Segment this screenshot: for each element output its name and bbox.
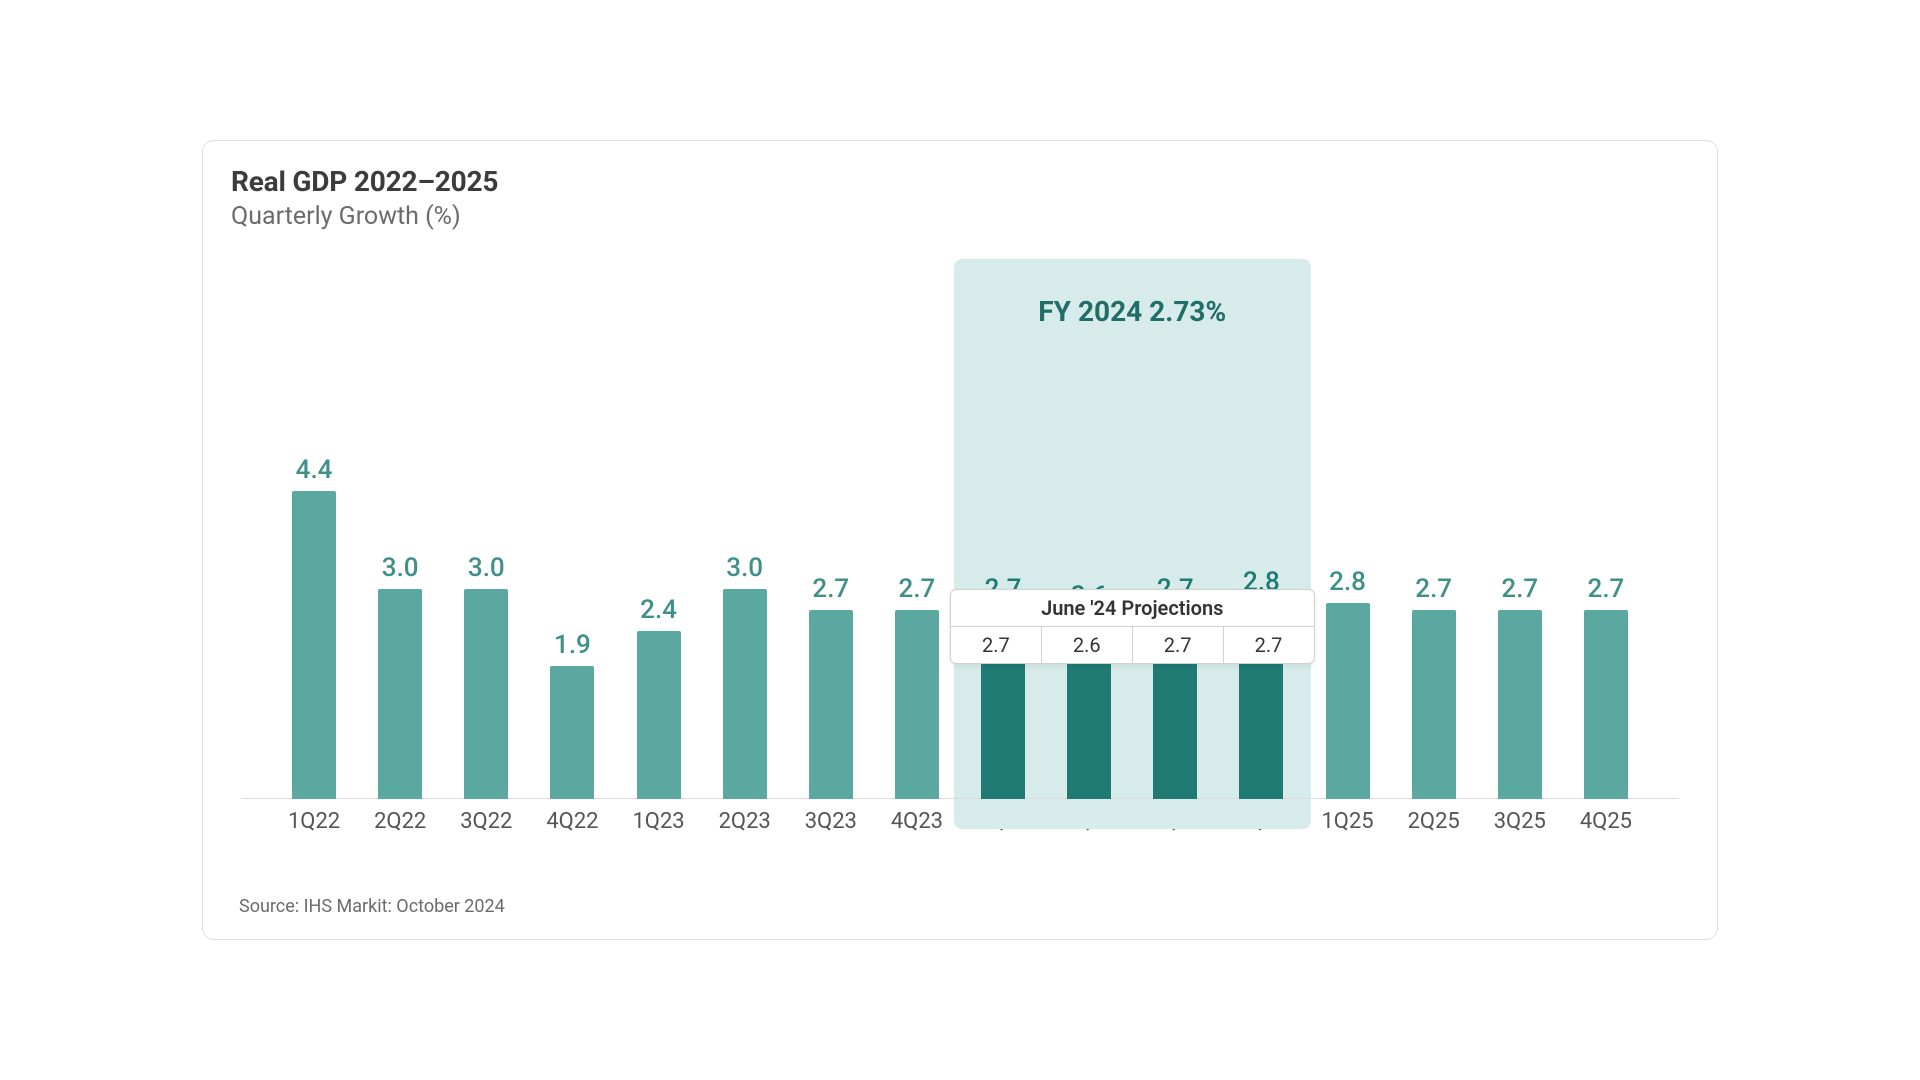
- bar: [895, 610, 939, 799]
- x-axis-label: 4Q23: [874, 809, 960, 834]
- x-axis-label: 3Q22: [443, 809, 529, 834]
- bar: [378, 589, 422, 799]
- projections-overlay: June '24 Projections 2.72.62.72.7: [950, 589, 1315, 664]
- bars-row: 4.43.03.01.92.43.02.72.72.72.62.72.82.82…: [231, 259, 1689, 799]
- bar-slot: 2.7: [1391, 259, 1477, 799]
- bar-value-label: 4.4: [296, 455, 333, 485]
- bar-slot: 3.0: [702, 259, 788, 799]
- bar-slot: 2.8: [1218, 259, 1304, 799]
- bar-slot: 4.4: [271, 259, 357, 799]
- bar-slot: 3.0: [443, 259, 529, 799]
- bar-value-label: 2.7: [1501, 574, 1538, 604]
- bar-slot: 3.0: [357, 259, 443, 799]
- bar: [1584, 610, 1628, 799]
- bar-value-label: 1.9: [554, 630, 591, 660]
- bar-value-label: 2.7: [899, 574, 936, 604]
- projections-title: June '24 Projections: [951, 590, 1314, 627]
- bar: [1498, 610, 1542, 799]
- bar: [809, 610, 853, 799]
- projection-cell: 2.6: [1041, 627, 1132, 663]
- chart-card: Real GDP 2022–2025 Quarterly Growth (%) …: [202, 140, 1718, 940]
- bar-slot: 2.8: [1305, 259, 1391, 799]
- bar: [550, 666, 594, 799]
- x-axis-label: 1Q22: [271, 809, 357, 834]
- bar-value-label: 2.7: [812, 574, 849, 604]
- bar-value-label: 2.7: [1415, 574, 1452, 604]
- projection-cell: 2.7: [951, 627, 1041, 663]
- bar: [1412, 610, 1456, 799]
- x-axis-label: 2Q22: [357, 809, 443, 834]
- bar: [464, 589, 508, 799]
- x-axis-label: 4Q25: [1563, 809, 1649, 834]
- projection-cell: 2.7: [1223, 627, 1314, 663]
- bar-slot: 2.7: [1132, 259, 1218, 799]
- bar-slot: 2.7: [1563, 259, 1649, 799]
- bar-value-label: 2.8: [1329, 567, 1366, 597]
- bar-slot: 2.7: [788, 259, 874, 799]
- bar: [637, 631, 681, 799]
- bar-value-label: 3.0: [726, 553, 763, 583]
- x-axis-label: 3Q23: [788, 809, 874, 834]
- x-axis-label: 2Q23: [702, 809, 788, 834]
- bar-value-label: 2.4: [640, 595, 677, 625]
- bar: [1326, 603, 1370, 799]
- plot-area: FY 2024 2.73% 4.43.03.01.92.43.02.72.72.…: [231, 259, 1689, 799]
- chart-title: Real GDP 2022–2025: [231, 165, 1689, 198]
- source-text: Source: IHS Markit: October 2024: [239, 896, 505, 917]
- chart-subtitle: Quarterly Growth (%): [231, 202, 1689, 231]
- bar-slot: 2.4: [616, 259, 702, 799]
- x-axis-label: 4Q22: [529, 809, 615, 834]
- bar-slot: 2.7: [960, 259, 1046, 799]
- x-axis-label: 3Q25: [1477, 809, 1563, 834]
- bar: [292, 491, 336, 799]
- x-axis-label: 1Q25: [1305, 809, 1391, 834]
- bar-value-label: 3.0: [382, 553, 419, 583]
- bar-slot: 2.6: [1046, 259, 1132, 799]
- bar-value-label: 3.0: [468, 553, 505, 583]
- bar-slot: 2.7: [1477, 259, 1563, 799]
- bar-value-label: 2.7: [1588, 574, 1625, 604]
- x-axis-label: 2Q25: [1391, 809, 1477, 834]
- bar-slot: 1.9: [529, 259, 615, 799]
- x-axis-label: 1Q23: [616, 809, 702, 834]
- projection-cell: 2.7: [1132, 627, 1223, 663]
- bar: [723, 589, 767, 799]
- bar-slot: 2.7: [874, 259, 960, 799]
- projections-cells: 2.72.62.72.7: [951, 627, 1314, 663]
